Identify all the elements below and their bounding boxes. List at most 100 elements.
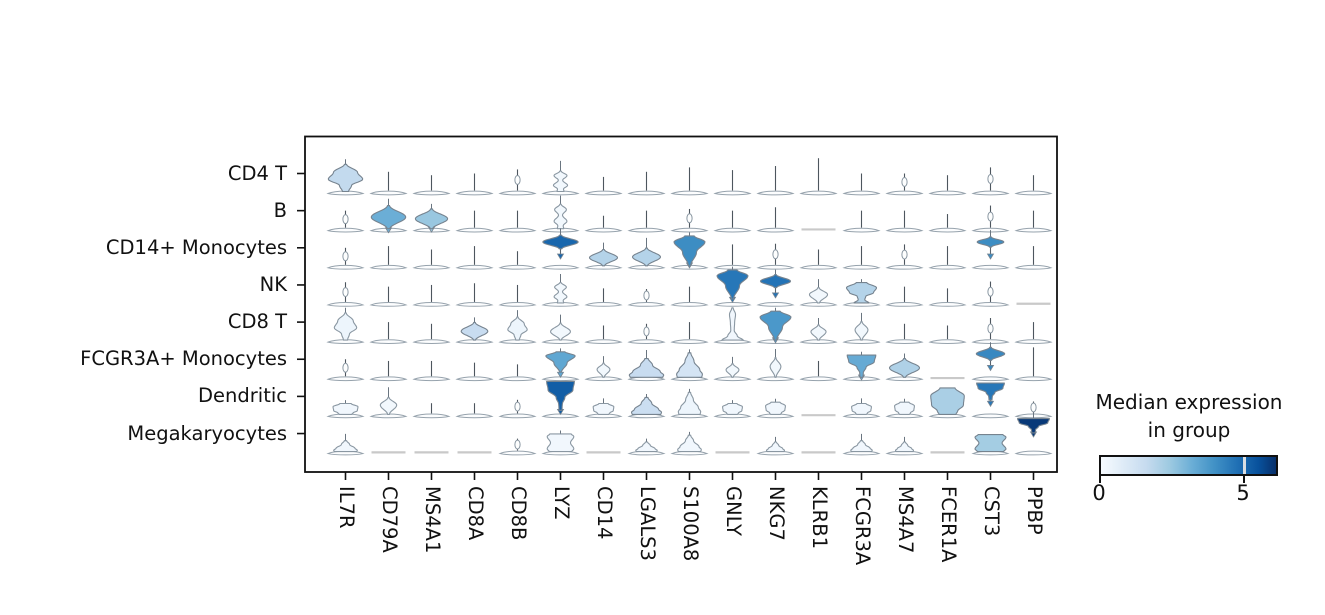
violin-b-ms4a7: [885, 210, 924, 233]
violin-megakaryocytes-lyz: [541, 430, 580, 456]
violin-baseline: [799, 376, 838, 382]
violin-baseline: [627, 264, 666, 270]
violin-nk-cd14: [584, 288, 623, 307]
y-label-b: B: [273, 198, 287, 222]
violin-baseline: [326, 413, 365, 419]
violin-cd4-t-ms4a7: [885, 173, 924, 196]
violin-nk-cd8b: [498, 284, 537, 307]
violin-baseline: [928, 339, 967, 344]
violin-baseline: [412, 264, 451, 270]
violin-cd4-t-cd14: [584, 176, 623, 196]
violin-baseline: [498, 190, 537, 196]
violin-fcgr3a-monocytes-cd14: [584, 356, 623, 382]
violin-dendritic-cd8b: [498, 399, 537, 419]
x-label-lyz: LYZ: [549, 486, 573, 520]
violin-baseline: [584, 339, 623, 344]
violin-baseline: [326, 227, 365, 233]
x-label-cd8b: CD8B: [506, 486, 530, 541]
violin-baseline: [799, 339, 838, 344]
violin-dendritic-cd8a: [455, 403, 494, 419]
violin-dendritic-cd14: [584, 398, 623, 419]
violin-baseline: [713, 302, 752, 307]
violin-baseline: [1014, 264, 1053, 270]
violin-baseline: [584, 227, 623, 233]
violin-baseline: [584, 190, 623, 196]
violin-baseline: [412, 376, 451, 382]
violin-fcgr3a-monocytes-lyz: [541, 348, 580, 382]
violin-baseline: [670, 339, 709, 344]
violin-baseline: [541, 376, 580, 382]
violin-cd14-monocytes-cd8b: [498, 251, 537, 270]
violin-baseline: [326, 376, 365, 382]
violin-dendritic-lgals3: [627, 394, 666, 419]
violin-baseline: [842, 302, 881, 307]
violin-baseline: [670, 302, 709, 307]
violin-baseline: [455, 190, 494, 196]
violin-fcgr3a-monocytes-cd8b: [498, 364, 537, 382]
violin-cd14-monocytes-cd79a: [369, 246, 408, 270]
violin-dendritic-ms4a1: [412, 403, 451, 419]
violin-cd8-t-nkg7: [756, 307, 795, 344]
x-label-gnly: GNLY: [721, 486, 745, 536]
violin-baseline: [369, 264, 408, 270]
violin-baseline: [584, 413, 623, 419]
violin-baseline: [670, 190, 709, 196]
violin-fcgr3a-monocytes-lgals3: [627, 350, 666, 382]
y-label-cd8-t: CD8 T: [227, 310, 287, 334]
violin-baseline: [627, 227, 666, 233]
violin-cd8-t-lgals3: [627, 323, 666, 344]
violin-baseline: [842, 264, 881, 270]
colorbar-title-line2: in group: [1147, 418, 1231, 442]
violin-baseline: [627, 302, 666, 307]
violin-b-ppbp: [1014, 210, 1053, 233]
violin-baseline: [369, 339, 408, 344]
violin-cd14-monocytes-lyz: [541, 228, 580, 270]
x-label-cd79a: CD79A: [377, 486, 401, 553]
violin-baseline: [1014, 339, 1053, 344]
violin-cd4-t-ms4a1: [412, 175, 451, 196]
violin-nk-cd8a: [455, 283, 494, 307]
violin-baseline: [928, 190, 967, 196]
violin-nk-gnly: [713, 266, 752, 307]
violin-baseline: [326, 302, 365, 307]
violin-baseline: [455, 264, 494, 270]
violin-baseline: [541, 302, 580, 307]
violin-cd4-t-lgals3: [627, 171, 666, 196]
violin-megakaryocytes-cst3: [971, 434, 1010, 456]
violin-nk-ms4a7: [885, 286, 924, 307]
violin-baseline: [627, 339, 666, 344]
violin-dendritic-ms4a7: [885, 398, 924, 419]
violin-cd8-t-ms4a7: [885, 323, 924, 344]
violin-nk-cd79a: [369, 286, 408, 307]
violin-baseline: [541, 413, 580, 419]
violin-cd14-monocytes-s100a8: [670, 232, 709, 270]
violin-cd14-monocytes-ppbp: [1014, 246, 1053, 270]
violin-cd8-t-cd79a: [369, 322, 408, 344]
violin-baseline: [885, 413, 924, 419]
violin-cd4-t-cd8a: [455, 173, 494, 196]
violin-megakaryocytes-lgals3: [627, 438, 666, 456]
violin-baseline: [369, 302, 408, 307]
violin-megakaryocytes-il7r: [326, 433, 365, 456]
violin-baseline: [842, 227, 881, 233]
violin-baseline: [1014, 227, 1053, 233]
violin-baseline: [756, 413, 795, 419]
violin-cd8-t-ms4a1: [412, 323, 451, 344]
violin-baseline: [885, 227, 924, 233]
x-label-ms4a7: MS4A7: [893, 486, 917, 554]
violin-dendritic-cst3: [971, 382, 1010, 419]
violin-baseline: [842, 190, 881, 196]
violin-baseline: [455, 413, 494, 419]
violin-nk-nkg7: [756, 269, 795, 307]
violin-b-cd14: [584, 215, 623, 233]
violin-fcgr3a-monocytes-cst3: [971, 342, 1010, 382]
violin-b-nkg7: [756, 207, 795, 233]
violin-fcgr3a-monocytes-cd8a: [455, 362, 494, 382]
violin-baseline: [842, 339, 881, 344]
violin-baseline: [498, 339, 537, 344]
violin-b-lyz: [541, 195, 580, 233]
violin-dendritic-gnly: [713, 400, 752, 419]
colorbar-title-line1: Median expression: [1095, 390, 1283, 414]
violin-b-cd79a: [369, 198, 408, 234]
violin-cd14-monocytes-il7r: [326, 247, 365, 270]
